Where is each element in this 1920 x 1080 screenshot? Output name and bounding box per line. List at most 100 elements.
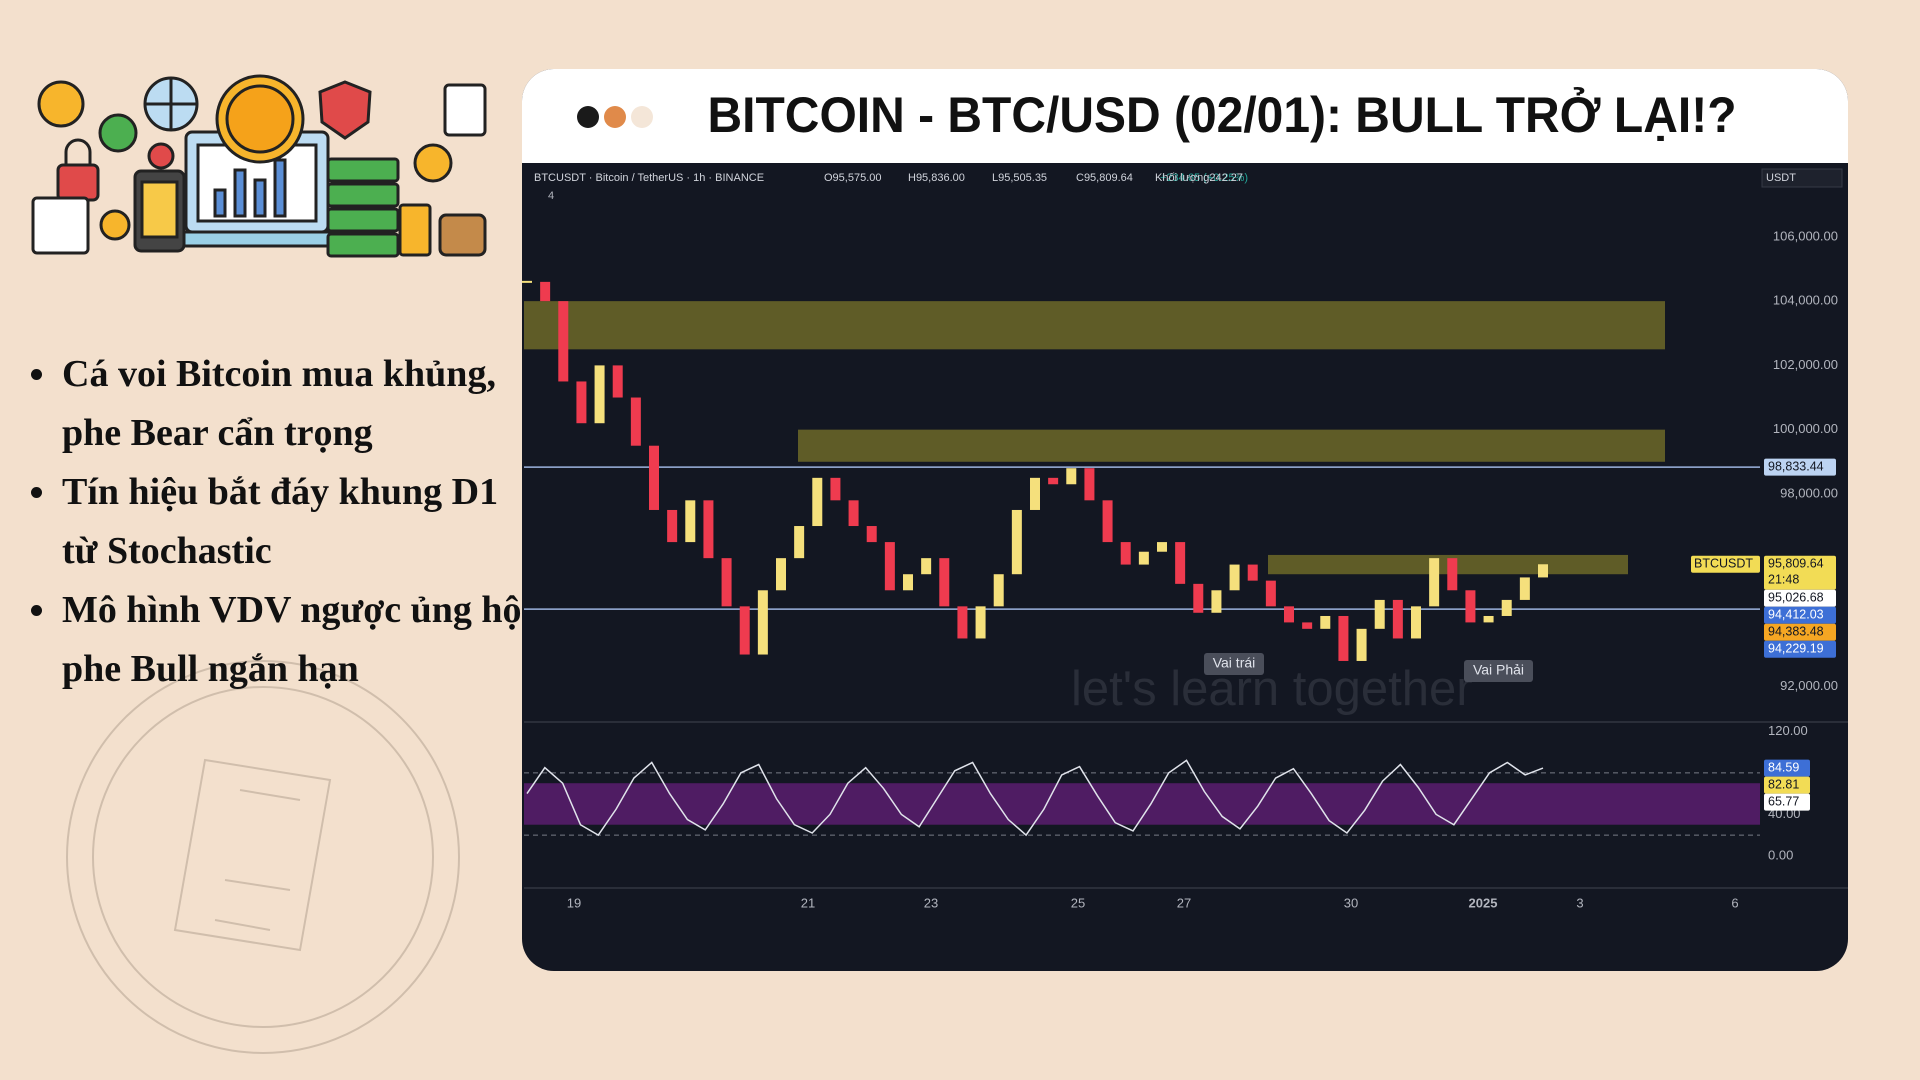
candle [1338,615,1349,661]
candle [612,365,623,398]
price-tag [1764,555,1836,590]
candle [993,574,1004,607]
osc-tick-label: 120.00 [1768,723,1808,738]
annotation-box [1464,660,1533,682]
candle [667,509,678,543]
price-tag [1764,606,1836,624]
annotation: Vai Phải [1473,662,1524,678]
candle [1011,509,1022,575]
chart-bg [522,69,1848,971]
candle [1247,564,1258,581]
bullet: Cá voi Bitcoin mua khủng, phe Bear cẩn t… [60,345,530,463]
currency-box [1761,168,1843,188]
zone [798,429,1665,462]
date-label: 2025 [1469,895,1498,910]
y-tick-label: 92,000.00 [1780,678,1838,693]
candle [649,445,659,510]
bullet: Mô hình VDV ngược ủng hộ phe Bull ngắn h… [60,581,530,699]
date-label: 6 [1731,895,1738,910]
date-label: 27 [1177,895,1191,910]
candle [1356,628,1367,661]
dot [631,106,653,128]
candle [830,477,841,501]
candle [939,558,950,607]
candle [757,590,768,655]
candle [975,606,986,639]
price-tag [1764,640,1836,658]
osc-tag-label: 84.59 [1768,760,1799,774]
date-label: 19 [567,895,581,910]
osc-tick-label: 0.00 [1768,847,1793,862]
price-tag-label: 94,412.03 [1768,608,1824,622]
candle [1519,577,1530,600]
candle [921,558,932,575]
symbol-line: BTCUSDT · Bitcoin / TetherUS · 1h · BINA… [534,172,764,184]
osc-tag-label: 65.77 [1768,794,1799,808]
volume: Khối lượng242.27 [1155,172,1243,184]
candle [812,477,823,527]
candle [1265,580,1276,607]
title: BITCOIN - BTC/USD (02/01): BULL TRỞ LẠI!… [708,86,1737,143]
title-bar [522,69,1848,163]
price-tag-label: 95,809.64 [1768,557,1824,571]
price-tag-label: 95,026.68 [1768,591,1824,605]
candle [630,397,641,446]
date-label: 21 [801,895,815,910]
candle [558,301,569,382]
y-tick-label: 106,000.00 [1773,228,1838,243]
y-tick-label: 98,000.00 [1780,485,1838,500]
candle [1284,606,1294,623]
candle [957,606,968,639]
ohlc: C95,809.64 [1076,172,1133,184]
candle [1392,599,1403,639]
date-label: 23 [924,895,938,910]
candle [1175,542,1186,584]
annotation: Vai trái [1213,655,1256,671]
card: BTCUSDT · Bitcoin / TetherUS · 1h · BINA… [522,69,1848,971]
y-tick-label: 102,000.00 [1773,357,1838,372]
candle [1483,615,1494,623]
dot [604,106,626,128]
price-tag-label: 98,833.44 [1768,459,1824,473]
y-tick-label: 104,000.00 [1773,293,1838,308]
osc-tag-label: 82.81 [1768,777,1799,791]
candle [685,500,696,543]
countdown: 21:48 [1768,573,1799,587]
candle [576,381,587,424]
candle [1138,551,1149,565]
osc-tag [1764,793,1810,811]
zone [524,301,1665,350]
date-label: 25 [1071,895,1085,910]
annotation-box [1204,653,1264,675]
candle [1320,615,1331,629]
candle [866,526,877,543]
illustration [31,74,487,258]
candle [703,500,714,559]
candle [1229,564,1240,591]
candle [903,574,913,591]
price-tag [1764,458,1836,476]
chart-layer: BTCUSDT · Bitcoin / TetherUS · 1h · BINA… [522,168,1848,910]
candle [794,526,805,559]
candle [1211,590,1222,613]
candle [776,558,786,591]
candle [594,365,605,424]
candle [1048,477,1059,485]
price-tag-label: 94,229.19 [1768,642,1824,656]
price-tag [1764,589,1836,607]
candle [1084,468,1095,501]
price-tag-label: 94,383.48 [1768,625,1824,639]
date-label: 3 [1576,895,1583,910]
osc-line [526,759,1544,837]
symbol-tag-label: BTCUSDT [1694,557,1753,571]
candle [1538,564,1548,578]
ohlc: H95,836.00 [908,172,965,184]
candle [1429,558,1440,607]
candle [884,542,895,591]
dot [577,106,599,128]
price-tag [1764,623,1836,641]
candle [1102,500,1113,543]
candle [522,280,532,283]
